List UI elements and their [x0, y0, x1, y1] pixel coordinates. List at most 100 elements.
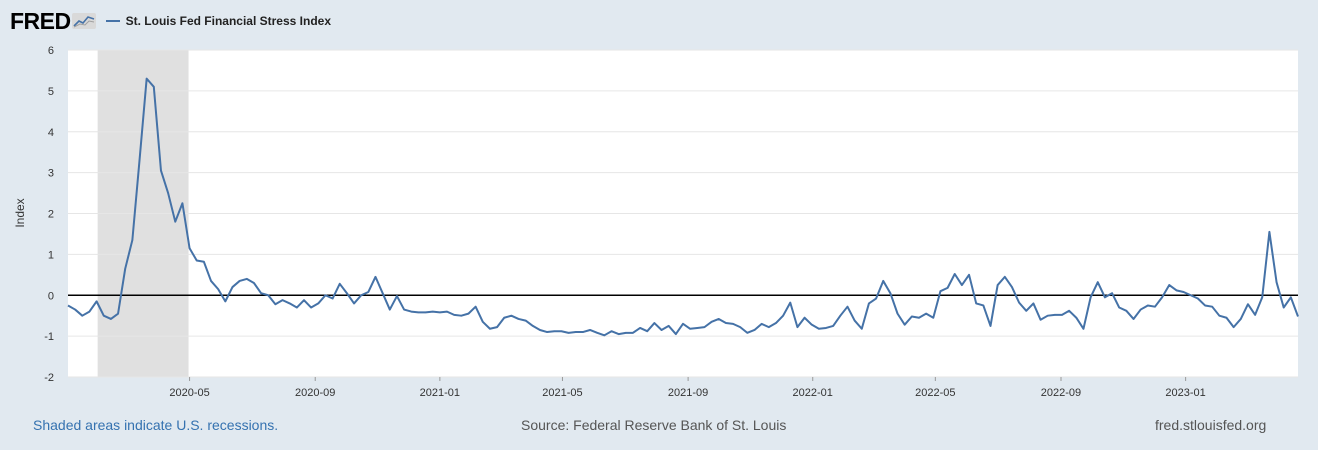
data-point[interactable]: [267, 294, 269, 296]
data-point[interactable]: [253, 282, 255, 284]
data-point[interactable]: [1197, 297, 1199, 299]
data-point[interactable]: [675, 333, 677, 335]
data-point[interactable]: [1089, 296, 1091, 298]
data-point[interactable]: [145, 77, 147, 79]
data-point[interactable]: [918, 317, 920, 319]
data-point[interactable]: [896, 312, 898, 314]
data-point[interactable]: [782, 314, 784, 316]
data-point[interactable]: [546, 331, 548, 333]
data-point[interactable]: [510, 314, 512, 316]
data-point[interactable]: [446, 310, 448, 312]
data-point[interactable]: [653, 322, 655, 324]
data-point[interactable]: [1004, 276, 1006, 278]
data-point[interactable]: [81, 314, 83, 316]
data-point[interactable]: [210, 280, 212, 282]
data-point[interactable]: [67, 304, 69, 306]
data-point[interactable]: [968, 274, 970, 276]
data-point[interactable]: [1111, 292, 1113, 294]
data-point[interactable]: [954, 273, 956, 275]
data-point[interactable]: [238, 280, 240, 282]
data-point[interactable]: [360, 294, 362, 296]
data-point[interactable]: [424, 311, 426, 313]
data-point[interactable]: [646, 330, 648, 332]
data-point[interactable]: [1182, 291, 1184, 293]
data-point[interactable]: [231, 286, 233, 288]
data-point[interactable]: [796, 326, 798, 328]
data-point[interactable]: [417, 311, 419, 313]
data-point[interactable]: [818, 328, 820, 330]
data-point[interactable]: [882, 280, 884, 282]
data-point[interactable]: [1275, 281, 1277, 283]
data-point[interactable]: [1168, 284, 1170, 286]
data-point[interactable]: [975, 302, 977, 304]
data-point[interactable]: [1247, 303, 1249, 305]
data-point[interactable]: [839, 314, 841, 316]
data-point[interactable]: [439, 311, 441, 313]
data-point[interactable]: [1011, 286, 1013, 288]
data-point[interactable]: [575, 331, 577, 333]
data-point[interactable]: [775, 322, 777, 324]
data-point[interactable]: [846, 305, 848, 307]
data-point[interactable]: [582, 331, 584, 333]
data-point[interactable]: [517, 318, 519, 320]
data-point[interactable]: [1061, 314, 1063, 316]
data-point[interactable]: [553, 330, 555, 332]
data-point[interactable]: [667, 325, 669, 327]
data-point[interactable]: [331, 297, 333, 299]
data-point[interactable]: [803, 317, 805, 319]
line-chart[interactable]: -2 -1 0 1 2 3 4 5 6 2020-05 2020-09 2021-01 2021-05…: [0, 0, 1318, 405]
data-point[interactable]: [1218, 314, 1220, 316]
data-point[interactable]: [632, 332, 634, 334]
data-point[interactable]: [996, 284, 998, 286]
data-point[interactable]: [460, 314, 462, 316]
data-point[interactable]: [203, 261, 205, 263]
data-point[interactable]: [1039, 319, 1041, 321]
data-point[interactable]: [961, 284, 963, 286]
data-point[interactable]: [124, 267, 126, 269]
data-point[interactable]: [560, 330, 562, 332]
data-point[interactable]: [589, 329, 591, 331]
data-point[interactable]: [131, 239, 133, 241]
data-point[interactable]: [725, 322, 727, 324]
data-point[interactable]: [381, 292, 383, 294]
data-point[interactable]: [88, 310, 90, 312]
data-point[interactable]: [374, 276, 376, 278]
data-point[interactable]: [696, 327, 698, 329]
data-point[interactable]: [432, 310, 434, 312]
data-point[interactable]: [832, 325, 834, 327]
data-point[interactable]: [1097, 281, 1099, 283]
data-point[interactable]: [639, 327, 641, 329]
data-point[interactable]: [1282, 306, 1284, 308]
data-point[interactable]: [596, 332, 598, 334]
data-point[interactable]: [1054, 314, 1056, 316]
data-point[interactable]: [188, 247, 190, 249]
data-point[interactable]: [217, 288, 219, 290]
data-point[interactable]: [625, 332, 627, 334]
data-point[interactable]: [1225, 317, 1227, 319]
data-point[interactable]: [889, 292, 891, 294]
data-point[interactable]: [367, 291, 369, 293]
data-point[interactable]: [1261, 296, 1263, 298]
data-point[interactable]: [875, 297, 877, 299]
data-point[interactable]: [1268, 231, 1270, 233]
data-point[interactable]: [110, 318, 112, 320]
data-point[interactable]: [567, 332, 569, 334]
data-point[interactable]: [167, 192, 169, 194]
data-point[interactable]: [861, 328, 863, 330]
data-point[interactable]: [825, 327, 827, 329]
data-point[interactable]: [1175, 289, 1177, 291]
data-point[interactable]: [260, 292, 262, 294]
data-point[interactable]: [1104, 296, 1106, 298]
data-point[interactable]: [1211, 305, 1213, 307]
data-point[interactable]: [1297, 315, 1299, 317]
data-point[interactable]: [288, 302, 290, 304]
data-point[interactable]: [1025, 310, 1027, 312]
data-point[interactable]: [1068, 310, 1070, 312]
data-point[interactable]: [1075, 317, 1077, 319]
data-point[interactable]: [174, 220, 176, 222]
data-point[interactable]: [489, 328, 491, 330]
data-point[interactable]: [310, 306, 312, 308]
data-point[interactable]: [718, 318, 720, 320]
data-point[interactable]: [768, 326, 770, 328]
data-point[interactable]: [324, 294, 326, 296]
